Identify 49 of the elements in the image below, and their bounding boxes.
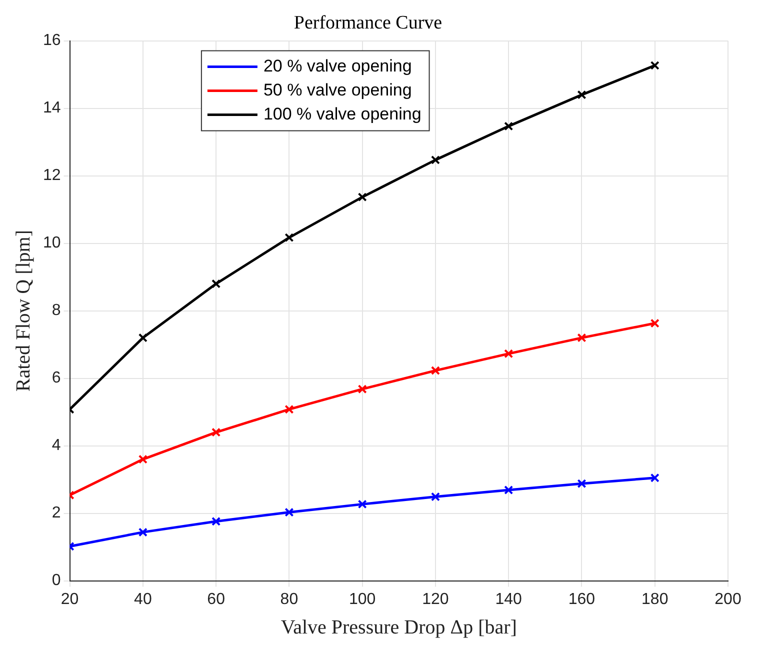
x-tick-label: 120	[422, 590, 449, 608]
point	[504, 122, 514, 131]
legend-label: 100 % valve opening	[263, 104, 422, 124]
point	[284, 404, 294, 414]
y-tick-label: 4	[52, 437, 61, 454]
point	[650, 318, 660, 328]
point	[650, 60, 660, 70]
chart-title: Performance Curve	[294, 12, 442, 34]
point	[577, 479, 586, 488]
legend-label: 50 % valve opening	[263, 80, 412, 100]
point	[284, 233, 294, 242]
x-tick-label: 60	[207, 590, 226, 608]
point	[138, 333, 148, 342]
y-tick-label: 2	[52, 504, 61, 522]
point	[504, 349, 514, 358]
x-tick-label: 100	[348, 590, 376, 608]
point	[212, 428, 221, 437]
point	[577, 333, 586, 342]
point	[577, 90, 586, 100]
x-tick-label: 160	[568, 590, 596, 608]
point	[358, 500, 367, 509]
point	[430, 492, 440, 502]
y-tick-label: 14	[43, 100, 61, 117]
x-tick-label: 80	[280, 590, 298, 608]
y-axis-title: Rated Flow Q [lpm]	[12, 230, 34, 392]
legend-label: 20 % valve opening	[263, 56, 412, 76]
point	[430, 155, 440, 164]
y-tick-label: 0	[52, 572, 61, 590]
x-tick-label: 200	[714, 590, 742, 608]
y-tick-label: 10	[43, 234, 61, 252]
x-tick-label: 140	[495, 590, 522, 608]
point	[138, 454, 148, 464]
point	[504, 485, 514, 495]
y-tick-label: 8	[52, 302, 61, 320]
point	[212, 279, 221, 288]
point	[358, 384, 367, 394]
y-tick-label: 6	[52, 370, 61, 387]
point	[650, 473, 660, 482]
point	[284, 508, 294, 517]
point	[358, 192, 367, 202]
x-tick-label: 20	[60, 590, 79, 608]
y-tick-label: 16	[43, 32, 61, 50]
x-tick-label: 40	[134, 590, 152, 608]
x-axis-title: Valve Pressure Drop Δp [bar]	[280, 616, 517, 638]
x-tick-label: 180	[642, 590, 668, 608]
point	[430, 366, 440, 376]
point	[138, 528, 148, 537]
y-tick-label: 12	[43, 167, 61, 184]
point	[212, 516, 221, 526]
